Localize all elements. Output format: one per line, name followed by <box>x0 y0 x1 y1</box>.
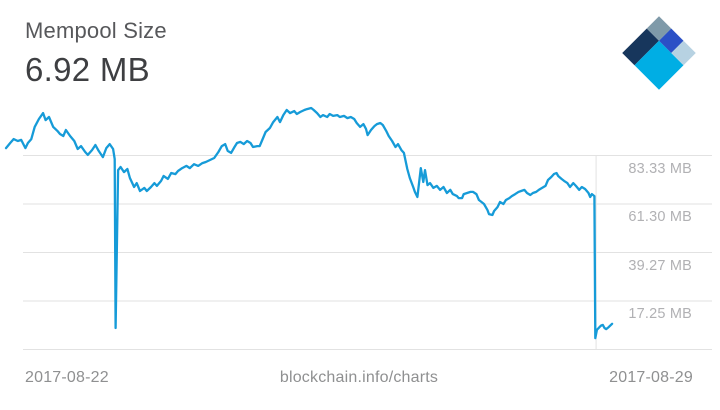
logo-piece-cyan <box>634 40 684 90</box>
x-axis-end-date: 2017-08-29 <box>609 369 693 386</box>
chart-header: Mempool Size 6.92 MB <box>25 18 167 89</box>
watermark-url: blockchain.info/charts <box>279 369 439 386</box>
footer: 2017-08-22 blockchain.info/charts 2017-0… <box>0 369 720 387</box>
y-axis-tick-label: 61.30 MB <box>628 209 692 225</box>
mempool-series-line <box>4 106 614 340</box>
logo-piece-pale <box>671 40 696 66</box>
chart-title: Mempool Size <box>25 18 167 43</box>
current-value: 6.92 MB <box>25 51 150 89</box>
y-axis-tick-label: 83.33 MB <box>628 160 692 177</box>
x-axis-start-date: 2017-08-22 <box>25 369 109 386</box>
y-axis-tick-label: 39.27 MB <box>628 257 692 274</box>
y-axis-tick-label: 17.25 MB <box>628 306 692 322</box>
blockchain-logo-icon <box>622 16 696 90</box>
logo-piece-navy <box>622 28 659 66</box>
logo-piece-slate <box>646 16 672 41</box>
